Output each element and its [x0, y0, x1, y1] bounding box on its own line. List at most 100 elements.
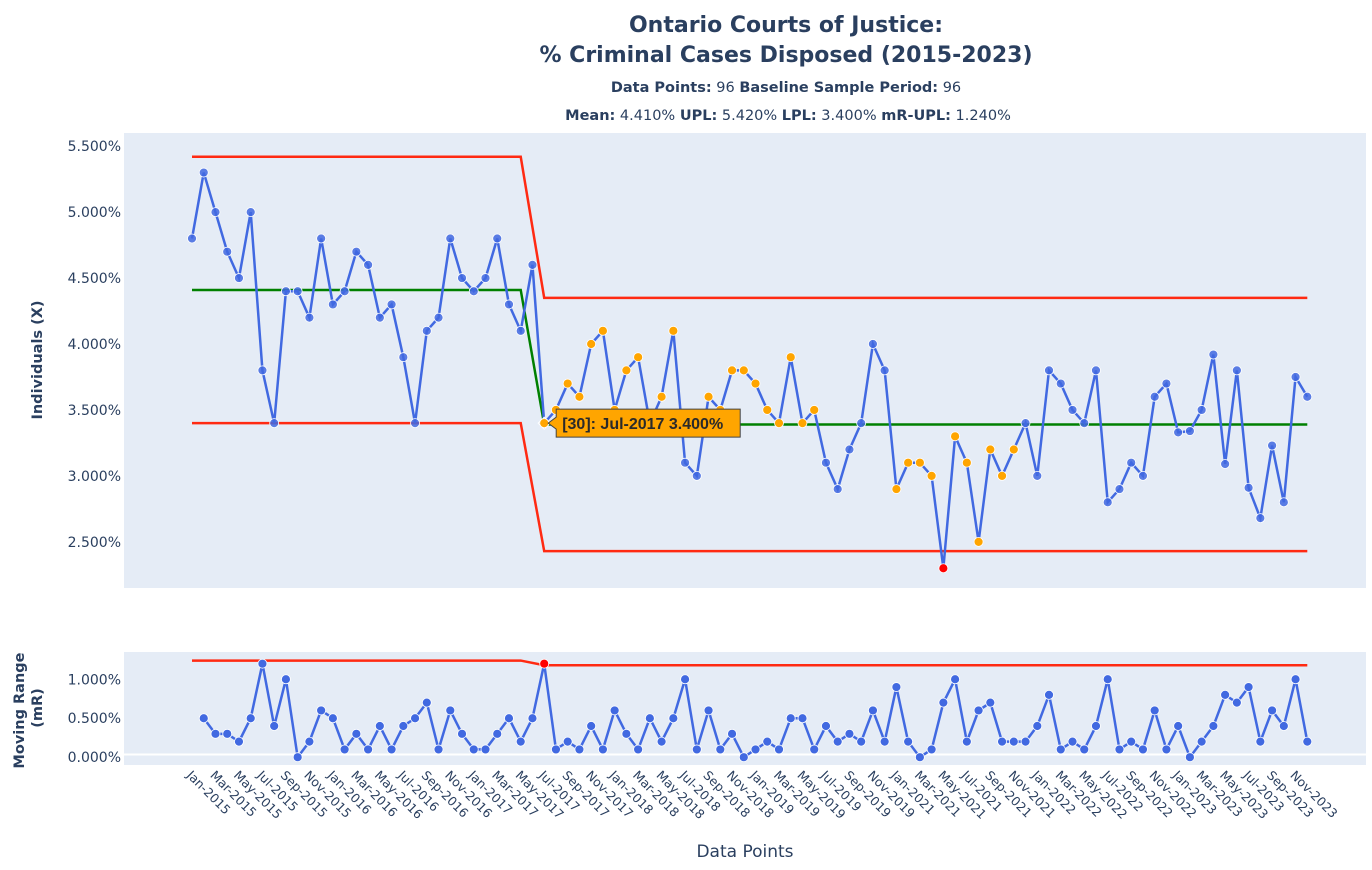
moving-range-point — [339, 744, 350, 755]
x-axis-title: Data Points — [696, 842, 793, 862]
moving-range-y-tick-label: 1.000% — [68, 672, 121, 688]
moving-range-point — [374, 721, 385, 731]
moving-range-point — [1173, 721, 1184, 731]
moving-range-point — [1067, 736, 1078, 747]
individuals-point — [433, 312, 444, 323]
individuals-point — [1091, 365, 1101, 376]
individuals-point — [445, 233, 456, 244]
moving-range-point — [433, 744, 444, 755]
individuals-point — [257, 365, 268, 376]
moving-range-point — [1044, 689, 1054, 700]
individuals-point — [1044, 365, 1054, 376]
moving-range-point — [644, 713, 655, 724]
moving-range-point — [445, 705, 456, 716]
moving-range-point — [656, 736, 667, 747]
individuals-point-run — [738, 365, 749, 376]
moving-range-point — [468, 744, 479, 755]
moving-range-point — [457, 728, 467, 739]
moving-range-point — [715, 744, 726, 755]
moving-range-point — [1102, 674, 1113, 685]
individuals-limit-lines — [192, 155, 1308, 553]
subtitle-key-baseline: Baseline Sample Period: — [739, 80, 938, 96]
individuals-point-run — [586, 339, 597, 349]
moving-range-point — [609, 705, 620, 716]
individuals-point — [1267, 440, 1277, 451]
moving-range-point — [1267, 705, 1277, 716]
moving-range-point — [1091, 721, 1101, 731]
individuals-point — [187, 233, 197, 244]
individuals-point-run — [668, 325, 679, 336]
subtitle-key-mr-upl: mR-UPL: — [881, 108, 951, 124]
moving-range-point — [985, 697, 996, 708]
moving-range-point — [879, 736, 890, 747]
individuals-point — [457, 273, 467, 283]
moving-range-point — [856, 736, 867, 747]
x-axis-ticks: Jan-2015Mar-2015May-2015Jul-2015Sep-2015… — [183, 767, 1341, 822]
individuals-y-tick-label: 2.500% — [68, 535, 121, 551]
moving-range-point — [1302, 736, 1313, 747]
individuals-point-run — [950, 431, 960, 442]
individuals-point-run — [961, 457, 972, 468]
individuals-point — [1032, 470, 1043, 481]
moving-range-point — [914, 752, 925, 763]
individuals-point-run — [891, 484, 902, 494]
individuals-point — [1067, 405, 1078, 415]
individuals-point — [468, 286, 479, 297]
moving-range-point-out-of-limits — [539, 658, 550, 669]
individuals-point — [1278, 497, 1289, 508]
individuals-y-ticks: 2.500% 3.000% 3.500% 4.000% 4.500% 5.000% 5.50… — [68, 139, 121, 551]
individuals-point-run — [727, 365, 737, 376]
individuals-point-run — [926, 470, 937, 481]
moving-range-point — [1020, 736, 1031, 747]
individuals-point — [386, 299, 397, 310]
moving-range-limit-lines — [192, 659, 1308, 667]
individuals-point-out-of-limits — [938, 563, 949, 574]
individuals-point — [1055, 378, 1066, 389]
individuals-point — [504, 299, 514, 310]
moving-range-point — [1290, 674, 1301, 685]
moving-range-point — [492, 728, 503, 739]
moving-range-point — [504, 713, 514, 724]
individuals-point — [1161, 378, 1172, 389]
individuals-y-tick-label: 5.000% — [68, 205, 121, 221]
individuals-series — [187, 167, 1313, 574]
moving-range-point — [351, 728, 362, 739]
moving-range-point — [891, 682, 902, 692]
individuals-point — [327, 299, 338, 310]
subtitle-value-mr-upl: 1.240% — [951, 108, 1011, 124]
individuals-point-run — [621, 365, 632, 376]
individuals-point — [1290, 372, 1301, 382]
individuals-point — [691, 470, 702, 481]
individuals-point-run — [750, 378, 761, 389]
individuals-point — [856, 418, 867, 429]
moving-range-point — [551, 744, 561, 755]
subtitle-key-lpl: LPL: — [782, 108, 817, 124]
individuals-point — [680, 457, 690, 468]
moving-range-point — [222, 728, 233, 739]
individuals-point — [351, 246, 362, 257]
individuals-point-run — [656, 391, 667, 402]
moving-range-point — [316, 705, 327, 716]
individuals-point-run — [973, 536, 984, 547]
individuals-point — [1126, 457, 1137, 468]
individuals-point — [1079, 418, 1090, 429]
moving-range-point — [633, 744, 644, 755]
moving-range-point — [1114, 744, 1125, 755]
moving-range-point — [785, 713, 796, 724]
chart-subtitle-2: Mean: 4.410% UPL: 5.420% LPL: 3.400% mR-… — [565, 108, 1011, 124]
moving-range-point — [515, 736, 526, 747]
individuals-point — [844, 444, 855, 455]
moving-range-point — [269, 721, 280, 731]
individuals-point — [1138, 470, 1148, 481]
individuals-point — [1255, 513, 1266, 524]
moving-range-point — [821, 721, 831, 731]
individuals-point — [198, 167, 209, 178]
moving-range-point — [421, 697, 432, 708]
individuals-point — [398, 352, 409, 363]
moving-range-point — [480, 744, 491, 755]
individuals-point — [292, 286, 303, 297]
individuals-point-run — [797, 418, 808, 429]
moving-range-point — [926, 744, 937, 755]
individuals-point-run — [997, 470, 1007, 481]
individuals-point — [821, 457, 831, 468]
